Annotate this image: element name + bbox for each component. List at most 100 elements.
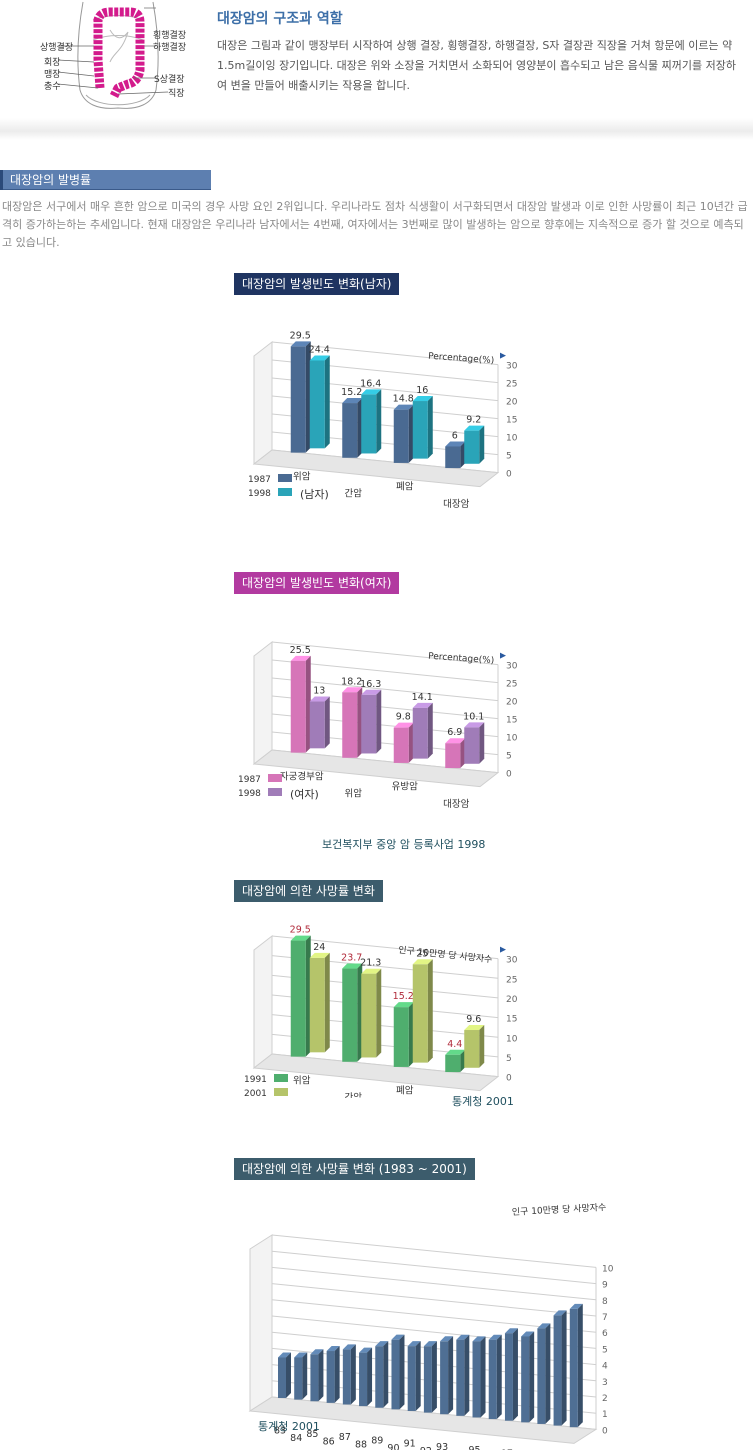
bar-87-side bbox=[350, 1344, 356, 1405]
data-label: 21.3 bbox=[360, 958, 381, 969]
bar-1998-자궁경부암-side bbox=[324, 696, 330, 749]
bar-85 bbox=[310, 1354, 319, 1402]
bar-1987-대장암-side bbox=[460, 738, 466, 769]
bar-92-top bbox=[423, 1341, 437, 1347]
chart-male-incidence: 051015202530Percentage(%)29.524.4위암15.21… bbox=[248, 330, 518, 509]
x-tick-label: 85 bbox=[306, 1429, 318, 1440]
category-label: 위암 bbox=[345, 788, 363, 800]
x-tick-label: 95 bbox=[468, 1445, 480, 1450]
legend-note: (여자) bbox=[290, 788, 319, 801]
bar-1987-위암 bbox=[290, 346, 306, 453]
bar-91-top bbox=[407, 1341, 421, 1347]
bar-84-top bbox=[294, 1352, 308, 1358]
x-tick-label: 84 bbox=[290, 1433, 302, 1444]
bar-99-top bbox=[537, 1323, 551, 1329]
bar-2001-폐암-side bbox=[427, 959, 433, 1063]
y-tick-label: 10 bbox=[506, 1034, 518, 1044]
data-label: 29.5 bbox=[290, 925, 311, 936]
bar-87-top bbox=[342, 1344, 356, 1350]
category-label: 위암 bbox=[293, 470, 311, 482]
chart2-source: 보건복지부 중앙 암 등록사업 1998 bbox=[322, 838, 486, 851]
bar-92 bbox=[423, 1346, 432, 1413]
bar-2001-위암 bbox=[309, 957, 325, 1053]
data-label: 29.5 bbox=[290, 330, 311, 341]
bar-95 bbox=[472, 1341, 481, 1418]
bar-1991-폐암-top bbox=[393, 1002, 414, 1008]
bar-84-side bbox=[302, 1352, 308, 1400]
bar-84 bbox=[294, 1357, 303, 1400]
y-tick-label: 8 bbox=[602, 1297, 608, 1307]
label-rectum: 직장 bbox=[168, 89, 185, 99]
bar-89-top bbox=[375, 1341, 389, 1347]
data-label: 14.8 bbox=[393, 394, 414, 405]
bar-97-top bbox=[504, 1328, 518, 1334]
data-label: 16 bbox=[416, 385, 428, 396]
bar-88-top bbox=[359, 1347, 373, 1353]
bar-89-side bbox=[383, 1341, 389, 1408]
y-tick-label: 10 bbox=[506, 434, 518, 444]
x-tick-label: 89 bbox=[371, 1435, 383, 1446]
bar-2001-간암-side bbox=[376, 968, 382, 1058]
gridline bbox=[271, 1250, 597, 1285]
bar-98-side bbox=[529, 1331, 535, 1423]
bar-91-side bbox=[415, 1341, 421, 1411]
legend-swatch bbox=[274, 1074, 288, 1082]
bar-1987-위암-top bbox=[342, 687, 363, 693]
bar-83-side bbox=[286, 1352, 291, 1398]
y-tick-label: 10 bbox=[602, 1264, 614, 1274]
label-ileum: 회장 bbox=[44, 58, 61, 68]
bar-1991-폐암 bbox=[393, 1007, 409, 1067]
y-tick-label: 9 bbox=[602, 1281, 608, 1291]
bar-1998-대장암-top bbox=[464, 425, 485, 431]
y-tick-label: 30 bbox=[506, 662, 518, 672]
intro-text: 대장은 그림과 같이 맹장부터 시작하여 상행 결장, 횡행결장, 하행결장, … bbox=[217, 39, 736, 92]
bar-2001-폐암 bbox=[412, 964, 428, 1063]
bar-1998-위암-top bbox=[361, 689, 382, 695]
x-tick-label: 86 bbox=[323, 1436, 335, 1447]
bar-96-side bbox=[496, 1334, 502, 1420]
bar-1998-대장암 bbox=[464, 430, 480, 464]
x-tick-label: 91 bbox=[404, 1439, 416, 1450]
bar-1998-위암 bbox=[361, 694, 377, 754]
bar-90-top bbox=[391, 1334, 405, 1340]
data-label: 10.1 bbox=[463, 711, 484, 722]
bar-1991-위암-side bbox=[305, 935, 311, 1057]
bar-97-side bbox=[512, 1328, 518, 1421]
bar-1987-위암-top bbox=[290, 341, 311, 347]
y-tick-label: 10 bbox=[506, 734, 518, 744]
colon-illustration bbox=[38, 0, 198, 112]
data-label: 16.3 bbox=[360, 679, 381, 690]
y-tick-label: 30 bbox=[506, 956, 518, 966]
y-tick-label: 15 bbox=[506, 1015, 517, 1025]
category-label: 폐암 bbox=[396, 1085, 414, 1097]
bar-1987-폐암 bbox=[393, 409, 409, 463]
bar-2001-간암-top bbox=[361, 968, 382, 974]
gridline bbox=[271, 1266, 597, 1301]
bar-1987-자궁경부암 bbox=[290, 660, 306, 753]
legend-label: 1998 bbox=[248, 489, 271, 499]
label-sigmoid: S상결장 bbox=[154, 75, 185, 85]
bar-93-side bbox=[448, 1336, 454, 1415]
section-divider bbox=[0, 118, 753, 140]
bar-1998-유방암 bbox=[412, 707, 428, 759]
data-label: 9.6 bbox=[466, 1014, 481, 1025]
bar-00 bbox=[553, 1315, 562, 1426]
y-tick-label: 15 bbox=[506, 716, 517, 726]
category-label: 간암 bbox=[345, 1092, 363, 1098]
category-label: 폐암 bbox=[396, 481, 414, 493]
data-label: 15.2 bbox=[341, 387, 362, 398]
side-wall bbox=[253, 340, 273, 466]
x-tick-label: 90 bbox=[387, 1443, 399, 1450]
bar-1991-간암-top bbox=[342, 963, 363, 969]
chart1-title: 대장암의 발생빈도 변화(남자) bbox=[234, 273, 400, 295]
bar-1998-간암-side bbox=[376, 389, 382, 454]
bar-2001-위암-top bbox=[309, 952, 330, 958]
data-label: 9.2 bbox=[466, 415, 481, 426]
bar-85-top bbox=[310, 1349, 324, 1355]
section-text: 대장암은 서구에서 매우 흔한 암으로 미국의 경우 사망 요인 2위입니다. … bbox=[2, 200, 748, 249]
bar-1998-자궁경부암 bbox=[309, 701, 325, 749]
bar-1998-간암 bbox=[361, 394, 377, 454]
bar-1987-간암 bbox=[342, 403, 358, 458]
bar-98-top bbox=[521, 1331, 535, 1337]
bar-94-side bbox=[464, 1334, 470, 1416]
